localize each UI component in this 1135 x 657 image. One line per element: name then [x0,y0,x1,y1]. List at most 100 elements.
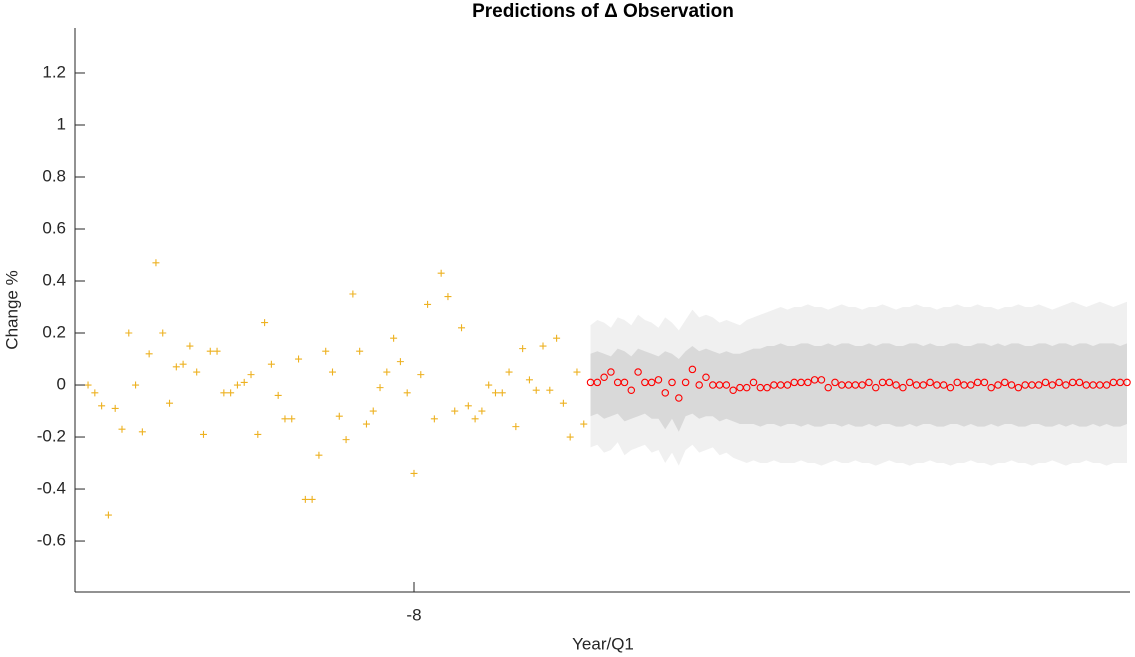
plus-marker [444,293,452,301]
plus-marker [118,425,126,433]
circle-marker [1034,381,1043,389]
plus-marker [254,430,262,438]
plus-marker [213,347,221,355]
plus-marker [546,386,554,394]
plus-marker [233,381,241,389]
plus-marker [172,363,180,371]
plus-marker [274,391,282,399]
plus-marker [464,402,472,410]
plus-marker [281,415,289,423]
circle-marker [593,378,602,387]
plus-marker [573,368,581,376]
plus-marker [390,334,398,342]
plus-marker [566,433,574,441]
plus-marker [505,368,513,376]
y-tick-label: 0.4 [42,270,66,289]
plus-marker [199,430,207,438]
plus-marker [403,389,411,397]
plus-marker [267,360,275,368]
plus-marker [288,415,296,423]
plot-area [84,259,1131,519]
circle-marker [668,378,676,387]
plus-marker [519,345,527,353]
circle-marker [1014,383,1023,392]
plus-marker [369,407,377,415]
circle-marker [783,381,792,389]
plus-marker [159,329,167,337]
circle-marker [695,381,703,389]
plus-marker [145,350,153,358]
circle-marker [946,383,955,392]
plus-marker [580,420,588,428]
circle-marker [729,386,737,394]
plus-marker [430,415,438,423]
plus-marker [437,269,445,277]
y-tick-label: 1 [57,114,66,133]
plus-marker [478,407,486,415]
circle-marker [688,365,697,374]
circle-marker [742,383,751,392]
plus-marker [356,347,364,355]
y-tick-label: 0.2 [42,322,66,341]
plus-marker [329,368,337,376]
plus-marker [417,371,425,379]
circle-marker [702,373,710,381]
circle-marker [1075,378,1084,387]
circle-marker [1007,381,1016,389]
circle-marker [831,378,839,387]
circle-marker [1041,378,1050,387]
interval-band [590,343,1127,432]
plus-marker [424,300,432,308]
circle-marker [899,383,907,392]
circle-marker [865,378,873,387]
plus-marker [240,378,248,386]
y-axis-label: Change % [2,270,21,349]
circle-marker [926,378,934,387]
plus-marker [179,360,187,368]
circle-marker [994,381,1002,389]
circle-marker [1062,381,1070,389]
plus-marker [84,381,92,389]
circle-marker [763,383,771,392]
plus-marker [539,342,547,350]
plus-marker [322,347,330,355]
plus-marker [261,319,269,327]
circle-marker [634,368,642,376]
plus-marker [98,402,106,410]
plus-marker [138,428,146,436]
circle-marker [872,383,880,392]
plus-marker [308,495,316,503]
circle-marker [607,368,615,376]
plus-marker [104,511,112,519]
circle-marker [749,378,758,387]
circle-marker [675,394,683,402]
circle-marker [804,378,812,387]
plus-marker [193,368,201,376]
circle-marker [817,376,826,384]
plus-marker [206,347,214,355]
plus-marker [491,389,499,397]
circle-marker [939,381,948,389]
circle-marker [905,378,914,387]
x-axis-label: Year/Q1 [572,634,634,653]
plus-marker [471,415,479,423]
x-tick-label: -8 [406,605,421,624]
plus-marker [227,389,235,397]
circle-marker [1102,381,1111,389]
plus-marker [186,342,194,350]
plus-marker [498,389,506,397]
plus-marker [125,329,133,337]
plus-marker [451,407,459,415]
circle-marker [681,378,690,387]
circle-marker [953,378,961,387]
plus-marker [349,290,357,298]
circle-marker [824,383,832,392]
plus-marker [376,384,384,392]
y-tick-label: 0.6 [42,218,66,237]
plus-marker [383,368,391,376]
plus-marker [525,376,533,384]
plus-marker [220,389,228,397]
plus-marker [132,381,140,389]
circle-marker [987,383,995,392]
